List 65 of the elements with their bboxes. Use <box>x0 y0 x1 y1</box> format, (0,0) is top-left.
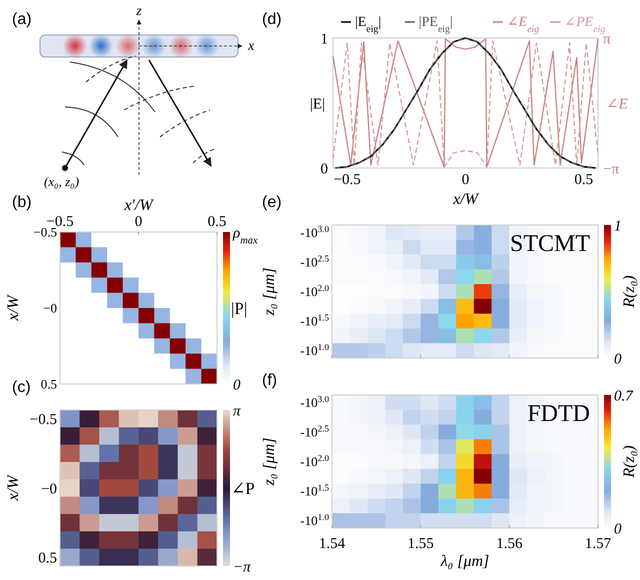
y-tick-label: 0 <box>320 161 328 178</box>
legend-label: |PE$_{eig}$| <box>418 15 453 34</box>
text: z <box>135 4 142 19</box>
y-tick-label: -10$^{1.5}$ <box>300 482 330 499</box>
text: x <box>247 39 255 54</box>
y-tick-label: 0.5 <box>40 376 57 392</box>
color-bar-label: 0 <box>233 377 241 394</box>
legend-label: ∠E$_{eig}$ <box>506 15 540 34</box>
text: (a) <box>12 11 32 28</box>
y-tick-label: 0.5 <box>38 550 57 567</box>
chart-title: (c) <box>12 379 31 396</box>
y-tick-label: -10$^{2.5}$ <box>300 253 330 270</box>
x-tick-label: 1.57 <box>584 536 612 552</box>
x-tick-label: 0 <box>134 214 142 230</box>
color-bar-title: ∠P <box>231 478 255 498</box>
y-tick-label: −0 <box>41 481 57 498</box>
x-tick-label: 0.5 <box>574 172 594 188</box>
annotation: FDTD <box>527 401 590 427</box>
y-tick-label: -10$^{2.0}$ <box>300 283 330 300</box>
color-bar-label: π <box>233 403 241 420</box>
color-bar-label: 0 <box>614 521 622 538</box>
y-axis-title: z₀ [μm] <box>261 438 278 486</box>
legend-label: |E$_{eig}$| <box>355 15 382 34</box>
color-bar-title: R(z₀) <box>621 445 638 479</box>
y-tick-label: −0 <box>43 300 57 316</box>
legend-label: ∠PE$_{eig}$ <box>564 15 606 34</box>
x-tick-label: 1.55 <box>408 536 434 552</box>
y-tick-label: 1 <box>320 31 328 48</box>
x-axis-title: λ₀ [μm] <box>440 553 490 570</box>
color-bar-title: |P| <box>231 298 248 318</box>
color-bar-label: 1 <box>614 218 622 234</box>
y-tick-label: -10$^{1.0}$ <box>300 512 330 528</box>
y-tick-label: -10$^{2.0}$ <box>300 453 330 470</box>
x-axis-title: x/W <box>452 191 480 208</box>
chart-title: (b) <box>12 194 32 211</box>
annotation: STCMT <box>510 231 590 257</box>
y-axis-title: z₀ [μm] <box>261 268 278 316</box>
y-axis-title: x/W <box>5 294 22 322</box>
x-tick-label: 0.5 <box>208 214 226 230</box>
y-axis-title: |E| <box>310 96 325 112</box>
x-tick-label: −0.5 <box>334 172 361 188</box>
x-axis-title: x′/W <box>123 197 154 214</box>
y-tick-label: −0.5 <box>30 412 57 428</box>
y-tick-label: -10$^{1.0}$ <box>300 342 330 358</box>
y-axis-title: x/W <box>5 474 22 502</box>
text: (x₀, z₀) <box>44 174 80 189</box>
color-bar-label: ρ$_{max}$ <box>232 225 258 246</box>
color-bar-title: R(z₀) <box>621 275 638 309</box>
x-tick-label: 1.56 <box>496 536 523 552</box>
chart-title: (d) <box>262 11 282 28</box>
color-bar-label: 0 <box>614 351 622 368</box>
y2-axis-title: ∠E <box>606 96 628 112</box>
y2-tick-label: −π <box>603 161 620 178</box>
color-bar-label: −π <box>233 559 252 576</box>
chart-title: (f) <box>262 372 278 389</box>
y-tick-label: −0.5 <box>33 224 57 240</box>
y-tick-label: -10$^{1.5}$ <box>300 312 330 329</box>
y-tick-label: -10$^{2.5}$ <box>300 423 330 440</box>
y2-tick-label: π <box>603 31 611 48</box>
y-tick-label: -10$^{3.0}$ <box>300 394 330 410</box>
color-bar-label: 0.7 <box>614 388 634 404</box>
x-tick-label: 1.54 <box>318 536 346 552</box>
y-tick-label: -10$^{3.0}$ <box>300 224 330 240</box>
x-tick-label: 0 <box>462 172 470 188</box>
chart-title: (e) <box>262 194 282 211</box>
